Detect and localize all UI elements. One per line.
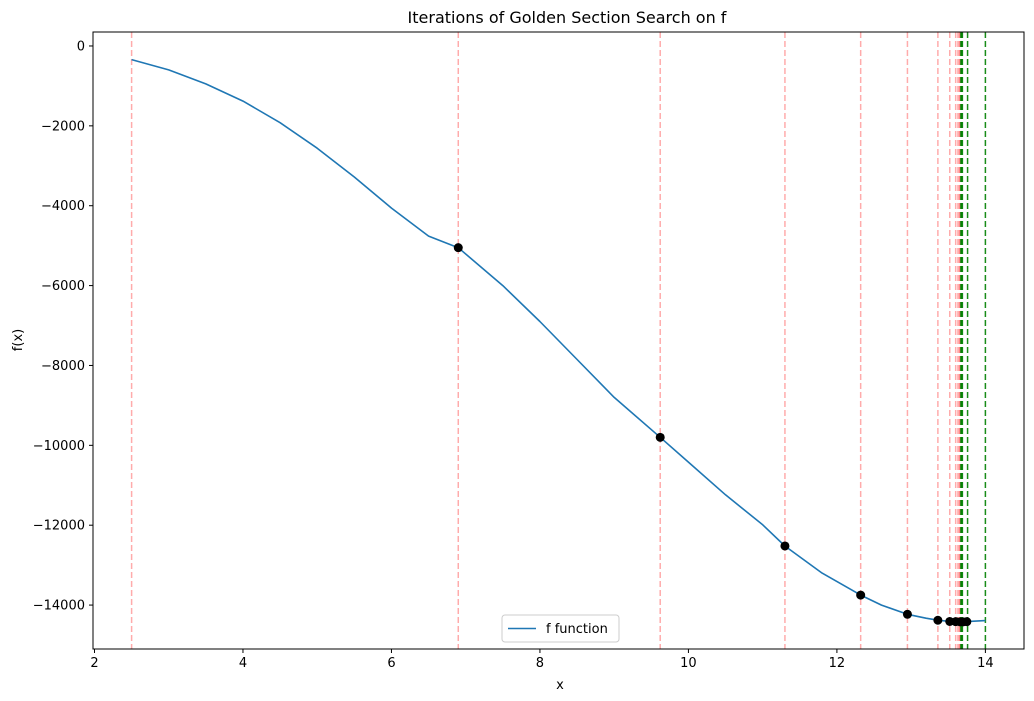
- legend-box: [501, 614, 620, 643]
- y-tick-label-2: −4000: [41, 199, 85, 214]
- y-axis-label: f(x): [11, 329, 26, 351]
- y-tick-label-4: −8000: [41, 359, 85, 374]
- plot-marks: [130, 32, 987, 649]
- iteration-point-10: [962, 617, 972, 627]
- x-tick-label-4: 10: [680, 656, 697, 671]
- x-axis-label: x: [556, 678, 564, 693]
- iteration-point-1: [655, 432, 665, 442]
- x-tick-label-1: 4: [239, 656, 247, 671]
- y-tick-label-5: −10000: [33, 439, 85, 454]
- plot-area: [130, 32, 987, 649]
- iteration-point-4: [902, 609, 912, 619]
- x-tick-label-0: 2: [90, 656, 98, 671]
- axes-frame: [92, 31, 1025, 650]
- y-tick-label-1: −2000: [41, 119, 85, 134]
- legend-label-0: f function: [546, 622, 608, 637]
- y-tick-label-7: −14000: [33, 599, 85, 614]
- x-tick-label-3: 8: [536, 656, 544, 671]
- x-tick-label-5: 12: [829, 656, 846, 671]
- legend: f function: [501, 614, 620, 643]
- iteration-point-3: [856, 590, 866, 600]
- iteration-point-5: [933, 615, 943, 625]
- x-tick-label-6: 14: [977, 656, 994, 671]
- chart-title: Iterations of Golden Section Search on f: [408, 8, 727, 27]
- iteration-point-2: [780, 541, 790, 551]
- x-tick-label-2: 6: [387, 656, 395, 671]
- y-tick-label-6: −12000: [33, 519, 85, 534]
- iteration-point-0: [453, 243, 463, 253]
- axis-ticks: 2 4 6 8 10 12 14 0 −2000 −4000 −6000 −8000 −10000 −12…: [33, 39, 994, 671]
- y-tick-label-3: −6000: [41, 279, 85, 294]
- y-tick-label-0: 0: [77, 39, 85, 54]
